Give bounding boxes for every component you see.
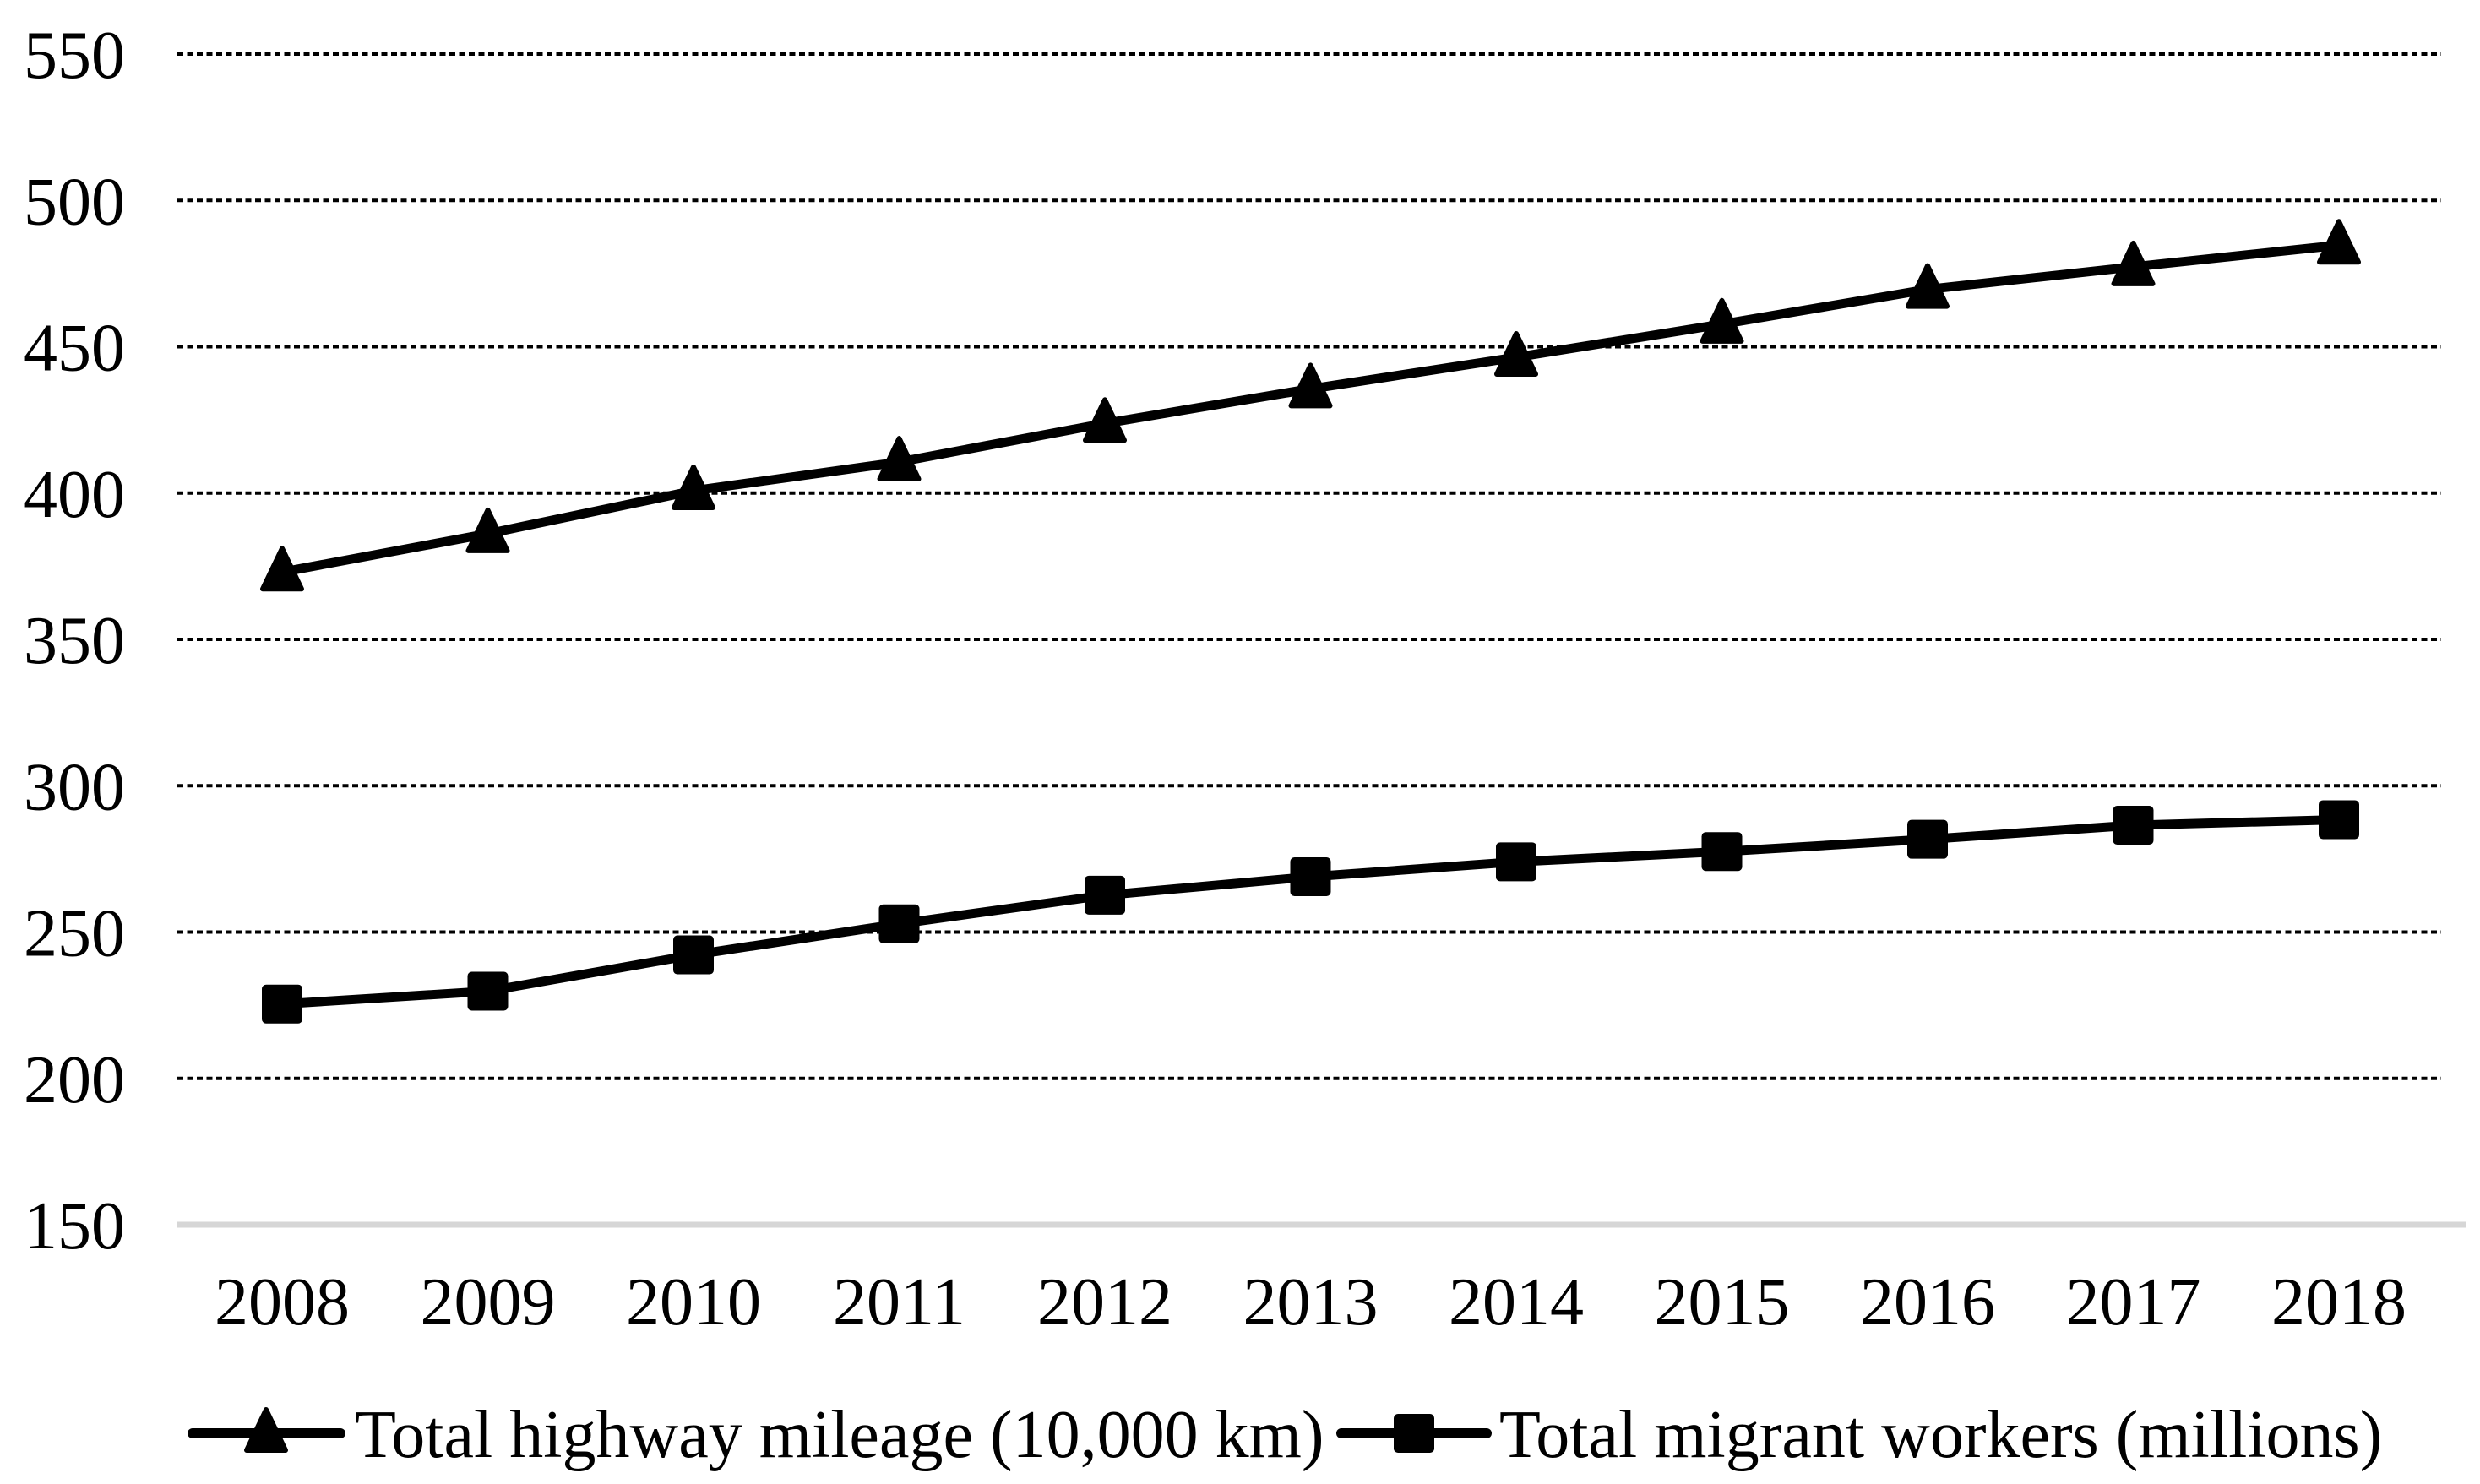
x-tick-label-2013: 2013 bbox=[1243, 1265, 1379, 1340]
series-0-point-2014-triangle-marker bbox=[1494, 330, 1538, 377]
series-0-point-2016-triangle-marker bbox=[1906, 263, 1950, 309]
x-tick-label-2015: 2015 bbox=[1655, 1265, 1790, 1340]
legend-item-1: Total migrant workers (millions) bbox=[1336, 1398, 2382, 1472]
series-1-point-2016-square-marker bbox=[1907, 819, 1948, 859]
series-0-point-2009-triangle-marker bbox=[465, 507, 510, 553]
legend-item-0: Total highway mileage (10,000 km) bbox=[188, 1398, 1324, 1472]
x-tick-label-2017: 2017 bbox=[2066, 1265, 2201, 1340]
series-0-point-2018-triangle-marker bbox=[2317, 219, 2361, 265]
series-0-line bbox=[277, 240, 2344, 577]
series-0-point-2012-triangle-marker bbox=[1083, 397, 1127, 443]
y-tick-label-300: 300 bbox=[24, 750, 125, 824]
x-tick-label-2014: 2014 bbox=[1449, 1265, 1584, 1340]
series-0-point-2008-triangle-marker bbox=[260, 546, 304, 592]
x-tick-label-2011: 2011 bbox=[833, 1265, 965, 1340]
series-1-point-2017-square-marker bbox=[2113, 806, 2154, 845]
series-0-point-2015-triangle-marker bbox=[1700, 297, 1744, 344]
legend-item-0-label: Total highway mileage (10,000 km) bbox=[355, 1398, 1324, 1472]
x-axis-labels-group: 2008 2009 2010 2011 2012 2013 2014 2015 2016 2017… bbox=[215, 1265, 2407, 1340]
x-tick-label-2016: 2016 bbox=[1860, 1265, 1995, 1340]
series-1-point-2012-square-marker bbox=[1085, 875, 1125, 915]
series-0-point-2013-triangle-marker bbox=[1288, 362, 1333, 409]
series-1-point-2018-square-marker bbox=[2319, 800, 2359, 840]
series-1-point-2010-square-marker bbox=[673, 935, 714, 975]
legend-item-0-triangle-marker bbox=[244, 1407, 288, 1453]
series-1-line bbox=[277, 814, 2344, 1009]
series-0-point-2010-triangle-marker bbox=[672, 464, 715, 510]
x-tick-label-2010: 2010 bbox=[626, 1265, 761, 1340]
x-tick-label-2009: 2009 bbox=[421, 1265, 556, 1340]
y-tick-label-150: 150 bbox=[24, 1189, 125, 1264]
series-0-point-2011-triangle-marker bbox=[877, 436, 922, 482]
series-1-point-2013-square-marker bbox=[1290, 857, 1331, 897]
y-tick-label-450: 450 bbox=[24, 312, 125, 386]
series-1-point-2014-square-marker bbox=[1496, 842, 1536, 882]
y-tick-label-500: 500 bbox=[24, 165, 125, 239]
gridlines-group bbox=[177, 52, 2466, 1228]
series-1-point-2008-square-marker bbox=[262, 984, 302, 1024]
x-tick-label-2018: 2018 bbox=[2271, 1265, 2407, 1340]
y-tick-label-400: 400 bbox=[24, 458, 125, 532]
y-axis-labels-group: 150 200 250 300 350 400 450 500 550 bbox=[24, 19, 125, 1264]
y-tick-label-250: 250 bbox=[24, 897, 125, 971]
x-tick-label-2008: 2008 bbox=[215, 1265, 350, 1340]
series-1-point-2009-square-marker bbox=[467, 971, 509, 1011]
y-tick-label-550: 550 bbox=[24, 19, 125, 93]
series-1-point-2011-square-marker bbox=[878, 904, 920, 943]
series-1-point-2015-square-marker bbox=[1701, 832, 1743, 872]
series-1-group bbox=[262, 800, 2359, 1024]
legend-item-1-label: Total migrant workers (millions) bbox=[1499, 1398, 2382, 1472]
series-0-group bbox=[260, 219, 2361, 592]
x-tick-label-2012: 2012 bbox=[1037, 1265, 1172, 1340]
y-tick-label-350: 350 bbox=[24, 604, 125, 678]
y-tick-label-200: 200 bbox=[24, 1043, 125, 1117]
legend: Total highway mileage (10,000 km) Total m… bbox=[188, 1398, 2382, 1472]
series-0-point-2017-triangle-marker bbox=[2111, 240, 2156, 286]
legend-item-1-square-marker bbox=[1394, 1414, 1434, 1453]
